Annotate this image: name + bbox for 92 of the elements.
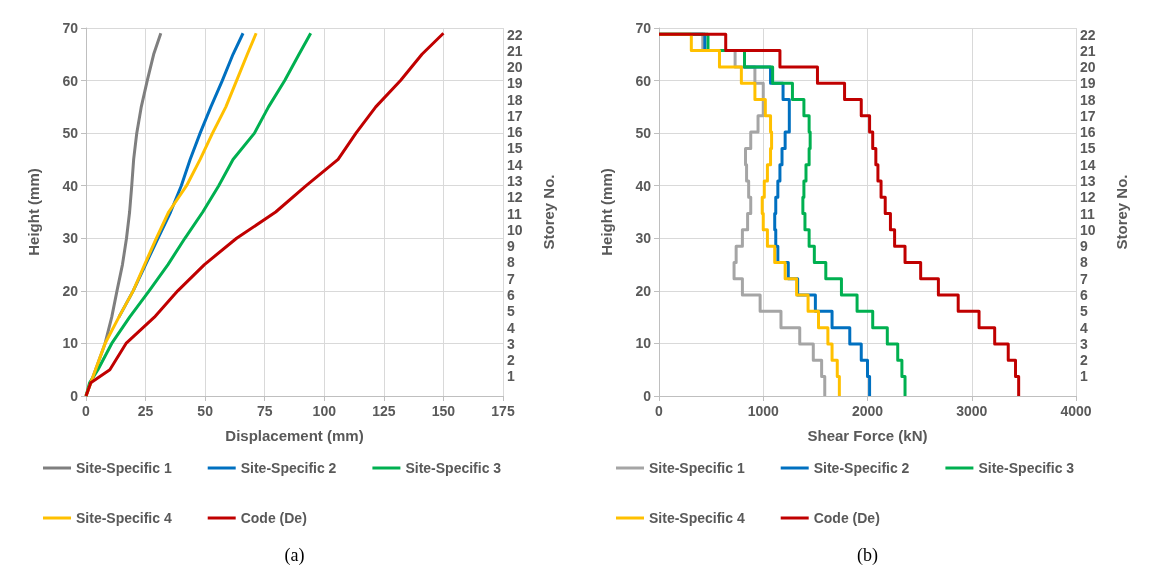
y-tick-label: 70	[635, 20, 652, 36]
y2-tick-label: 18	[1080, 91, 1096, 108]
y2-tick-label: 4	[507, 319, 515, 336]
y2-tick-label: 19	[507, 75, 523, 92]
x-tick-label: 1000	[747, 403, 780, 419]
x-tick-label: 175	[491, 403, 515, 419]
legend-label: Site-Specific 1	[649, 460, 745, 476]
legend-label: Site-Specific 4	[76, 510, 172, 526]
legend-label: Code (De)	[813, 510, 880, 526]
y2-tick-label: 17	[507, 107, 523, 124]
y-tick-label: 40	[62, 177, 79, 194]
y2-tick-label: 22	[507, 26, 523, 43]
y-tick-label: 60	[635, 72, 652, 89]
legend-label: Site-Specific 2	[813, 460, 910, 476]
y2-tick-label: 3	[1080, 335, 1088, 352]
line-series	[84, 31, 445, 398]
y2-tick-label: 10	[1080, 221, 1096, 238]
y2-tick-label: 8	[1080, 254, 1088, 271]
y2-tick-label: 15	[507, 140, 523, 157]
x-tick-label: 2000	[851, 403, 884, 419]
x-axis-title: Shear Force (kN)	[807, 427, 928, 444]
legend-label: Site-Specific 3	[978, 460, 1075, 476]
y2-tick-label: 18	[507, 91, 523, 108]
legend-label: Site-Specific 1	[76, 460, 172, 476]
y2-axis-title: Storey No.	[540, 174, 557, 250]
y2-tick-label: 5	[1080, 303, 1088, 320]
y2-tick-label: 19	[1080, 75, 1096, 92]
x-axis-title: Displacement (mm)	[225, 427, 364, 444]
y-tick-label: 50	[62, 125, 79, 142]
y2-tick-label: 5	[507, 303, 515, 320]
y-tick-label: 20	[62, 282, 79, 299]
y2-tick-label: 11	[507, 205, 523, 222]
text: (a)	[284, 545, 305, 566]
y2-axis-title: Storey No.	[1113, 174, 1130, 250]
y2-tick-label: 20	[507, 59, 523, 76]
text: (b)	[857, 545, 879, 566]
y2-tick-label: 17	[1080, 107, 1096, 124]
y2-tick-label: 7	[507, 270, 515, 287]
y2-tick-label: 13	[507, 173, 523, 190]
y2-tick-label: 11	[1080, 205, 1096, 222]
y2-tick-label: 12	[507, 189, 523, 206]
legend-label: Code (De)	[240, 510, 307, 526]
y-tick-label: 30	[62, 230, 79, 247]
y2-tick-label: 20	[1080, 59, 1096, 76]
legend-label: Site-Specific 2	[240, 460, 337, 476]
x-tick-label: 25	[137, 403, 154, 419]
y2-tick-label: 3	[507, 335, 515, 352]
y2-tick-label: 16	[507, 124, 523, 141]
y2-tick-label: 9	[507, 238, 515, 255]
x-tick-label: 75	[256, 403, 273, 419]
y2-tick-label: 1	[1080, 368, 1088, 385]
x-tick-label: 3000	[956, 403, 988, 419]
y2-tick-label: 12	[1080, 189, 1096, 206]
y2-tick-label: 22	[1080, 26, 1096, 43]
y2-tick-label: 14	[507, 156, 523, 173]
y2-tick-label: 7	[1080, 270, 1088, 287]
y2-tick-label: 2	[507, 352, 515, 369]
y2-tick-label: 16	[1080, 124, 1096, 141]
y2-tick-label: 6	[507, 287, 515, 304]
x-tick-label: 100	[312, 403, 337, 419]
y-tick-label: 0	[70, 388, 79, 404]
y-tick-label: 40	[635, 177, 652, 194]
legend-label: Site-Specific 4	[649, 510, 745, 526]
x-tick-label: 4000	[1060, 403, 1092, 419]
y2-tick-label: 15	[1080, 140, 1096, 157]
y2-tick-label: 14	[1080, 156, 1096, 173]
y-tick-label: 50	[635, 125, 652, 142]
y-tick-label: 10	[62, 335, 79, 352]
y2-tick-label: 4	[1080, 319, 1088, 336]
y2-tick-label: 21	[1080, 42, 1096, 59]
y-axis-title: Height (mm)	[25, 168, 42, 256]
y-tick-label: 10	[635, 335, 652, 352]
y-tick-label: 70	[62, 20, 79, 36]
y2-tick-label: 2	[1080, 352, 1088, 369]
y-axis-title: Height (mm)	[598, 168, 615, 256]
y2-tick-label: 9	[1080, 238, 1088, 255]
y2-tick-label: 1	[507, 368, 515, 385]
x-tick-label: 150	[431, 403, 456, 419]
y2-tick-label: 10	[507, 221, 523, 238]
x-tick-label: 125	[372, 403, 396, 419]
y2-tick-label: 8	[507, 254, 515, 271]
x-tick-label: 0	[82, 403, 91, 419]
y2-tick-label: 6	[1080, 287, 1088, 304]
y2-tick-label: 21	[507, 42, 523, 59]
x-tick-label: 50	[197, 403, 214, 419]
y-tick-label: 20	[635, 282, 652, 299]
legend-label: Site-Specific 3	[405, 460, 502, 476]
y2-tick-label: 13	[1080, 173, 1096, 190]
y-tick-label: 30	[635, 230, 652, 247]
y-tick-label: 60	[62, 72, 79, 89]
x-tick-label: 0	[655, 403, 664, 419]
y-tick-label: 0	[643, 388, 652, 404]
